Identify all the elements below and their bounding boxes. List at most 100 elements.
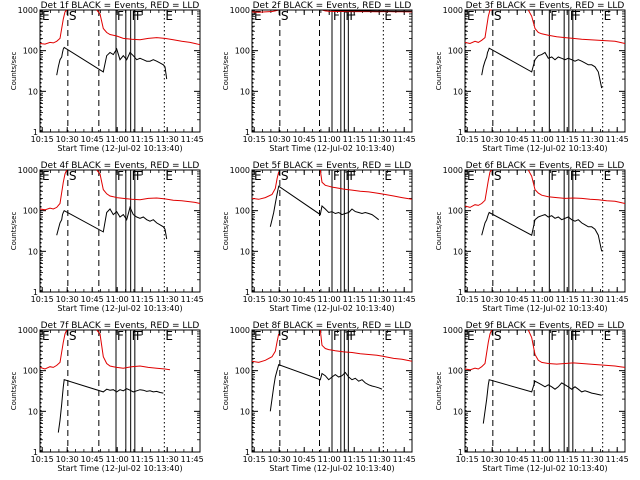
event-marker-label: E xyxy=(604,169,612,183)
x-tick-label: 10:45 xyxy=(81,295,104,304)
event-marker-label: S xyxy=(69,9,77,23)
x-tick-label: 10:15 xyxy=(456,455,479,464)
y-tick-label: 1000 xyxy=(443,326,463,335)
x-tick-label: 10:45 xyxy=(81,135,104,144)
event-marker-label: F xyxy=(136,329,143,343)
event-marker-label: S xyxy=(281,169,289,183)
x-tick-label: 11:00 xyxy=(106,455,129,464)
x-tick-label: 11:30 xyxy=(156,135,179,144)
panel-title: Det 9f BLACK = Events, RED = LLD xyxy=(466,321,625,331)
x-tick-label: 11:00 xyxy=(106,135,129,144)
x-tick-label: 10:30 xyxy=(56,295,79,304)
plot-frame xyxy=(39,169,201,293)
event-marker-label: F xyxy=(349,169,356,183)
y-tick-label: 1000 xyxy=(443,6,463,15)
event-marker-label: F xyxy=(550,169,557,183)
x-tick-label: 10:45 xyxy=(293,135,316,144)
y-tick-label: 1000 xyxy=(18,166,38,175)
y-tick-label: 10 xyxy=(28,247,38,256)
x-tick-label: 11:15 xyxy=(343,455,366,464)
event-marker-label: E xyxy=(604,329,612,343)
panel-title: Det 6f BLACK = Events, RED = LLD xyxy=(466,161,625,171)
y-tick-label: 1 xyxy=(458,448,463,457)
x-tick-label: 11:00 xyxy=(106,295,129,304)
x-tick-label: 10:45 xyxy=(506,455,529,464)
x-tick-label: 11:30 xyxy=(156,295,179,304)
event-marker-label: F xyxy=(136,169,143,183)
x-tick-label: 11:15 xyxy=(131,295,154,304)
event-marker-label: S xyxy=(69,329,77,343)
y-tick-label: 100 xyxy=(23,367,38,376)
y-tick-label: 1000 xyxy=(230,166,250,175)
event-marker-label: E xyxy=(384,169,392,183)
event-marker-label: E xyxy=(254,9,262,23)
series-line-events xyxy=(273,9,412,12)
y-tick-label: 100 xyxy=(448,207,463,216)
x-tick-label: 11:30 xyxy=(368,135,391,144)
y-tick-label: 10 xyxy=(453,407,463,416)
x-tick-label: 11:00 xyxy=(318,135,341,144)
series-line-events xyxy=(269,364,383,412)
x-tick-label: 10:30 xyxy=(268,295,291,304)
panel-title: Det 2f BLACK = Events, RED = LLD xyxy=(253,1,412,11)
detector-panel-7: 1 10 100 1000 10:15 10:30 10:45 11:00 11:15 11:30… xyxy=(10,321,204,473)
event-marker-label: E xyxy=(254,329,262,343)
detector-panel-8: 1 10 100 1000 10:15 10:30 10:45 11:00 11:15 11:30… xyxy=(222,321,416,473)
y-tick-label: 1000 xyxy=(18,326,38,335)
y-tick-label: 1000 xyxy=(443,166,463,175)
y-tick-label: 1000 xyxy=(230,6,250,15)
x-tick-label: 10:30 xyxy=(56,135,79,144)
y-axis-label: Counts/sec xyxy=(10,372,18,411)
y-tick-label: 100 xyxy=(235,47,250,56)
x-axis-label: Start Time (12-Jul-02 10:13:40) xyxy=(57,464,182,473)
x-tick-label: 11:15 xyxy=(131,135,154,144)
x-tick-label: 11:45 xyxy=(181,295,204,304)
x-tick-label: 11:45 xyxy=(393,295,416,304)
x-tick-label: 10:30 xyxy=(481,295,504,304)
detector-panel-6: 1 10 100 1000 10:15 10:30 10:45 11:00 11:15 11:30… xyxy=(435,161,629,313)
x-axis-label: Start Time (12-Jul-02 10:13:40) xyxy=(482,304,607,313)
x-axis-label: Start Time (12-Jul-02 10:13:40) xyxy=(269,304,394,313)
x-tick-label: 10:30 xyxy=(268,455,291,464)
y-tick-label: 1 xyxy=(458,128,463,137)
event-marker-label: E xyxy=(165,329,173,343)
x-tick-label: 10:45 xyxy=(293,455,316,464)
x-tick-label: 11:30 xyxy=(156,455,179,464)
y-tick-label: 1 xyxy=(245,128,250,137)
x-tick-label: 10:15 xyxy=(456,295,479,304)
x-tick-label: 11:15 xyxy=(556,135,579,144)
x-tick-label: 10:45 xyxy=(293,295,316,304)
x-tick-label: 10:15 xyxy=(31,135,54,144)
panel-title: Det 7f BLACK = Events, RED = LLD xyxy=(41,321,200,331)
x-tick-label: 11:15 xyxy=(343,295,366,304)
x-tick-label: 11:45 xyxy=(181,455,204,464)
panel-title: Det 5f BLACK = Events, RED = LLD xyxy=(253,161,412,171)
event-marker-label: S xyxy=(494,169,502,183)
y-axis-label: Counts/sec xyxy=(10,52,18,91)
x-tick-label: 11:30 xyxy=(368,295,391,304)
y-axis-label: Counts/sec xyxy=(222,372,230,411)
x-tick-label: 10:15 xyxy=(243,135,266,144)
y-tick-label: 100 xyxy=(235,207,250,216)
x-tick-label: 10:15 xyxy=(456,135,479,144)
series-line-lld xyxy=(464,329,626,371)
event-marker-label: E xyxy=(604,9,612,23)
x-tick-label: 11:15 xyxy=(556,295,579,304)
x-tick-label: 11:45 xyxy=(606,135,629,144)
detector-panel-5: 1 10 100 1000 10:15 10:30 10:45 11:00 11:15 11:30… xyxy=(222,161,416,313)
x-tick-label: 11:30 xyxy=(581,295,604,304)
detector-panel-9: 1 10 100 1000 10:15 10:30 10:45 11:00 11:15 11:30… xyxy=(435,321,629,473)
x-tick-label: 10:15 xyxy=(243,455,266,464)
event-marker-label: F xyxy=(117,329,124,343)
x-tick-label: 11:45 xyxy=(393,135,416,144)
x-tick-label: 11:15 xyxy=(343,135,366,144)
x-tick-label: 11:30 xyxy=(581,135,604,144)
x-tick-label: 10:15 xyxy=(31,295,54,304)
y-tick-label: 100 xyxy=(23,207,38,216)
event-marker-label: S xyxy=(69,169,77,183)
y-tick-label: 1 xyxy=(33,128,38,137)
y-tick-label: 1 xyxy=(33,448,38,457)
panel-title: Det 4f BLACK = Events, RED = LLD xyxy=(41,161,200,171)
event-marker-label: F xyxy=(349,329,356,343)
detector-panel-4: 1 10 100 1000 10:15 10:30 10:45 11:00 11:15 11:30… xyxy=(10,161,204,313)
